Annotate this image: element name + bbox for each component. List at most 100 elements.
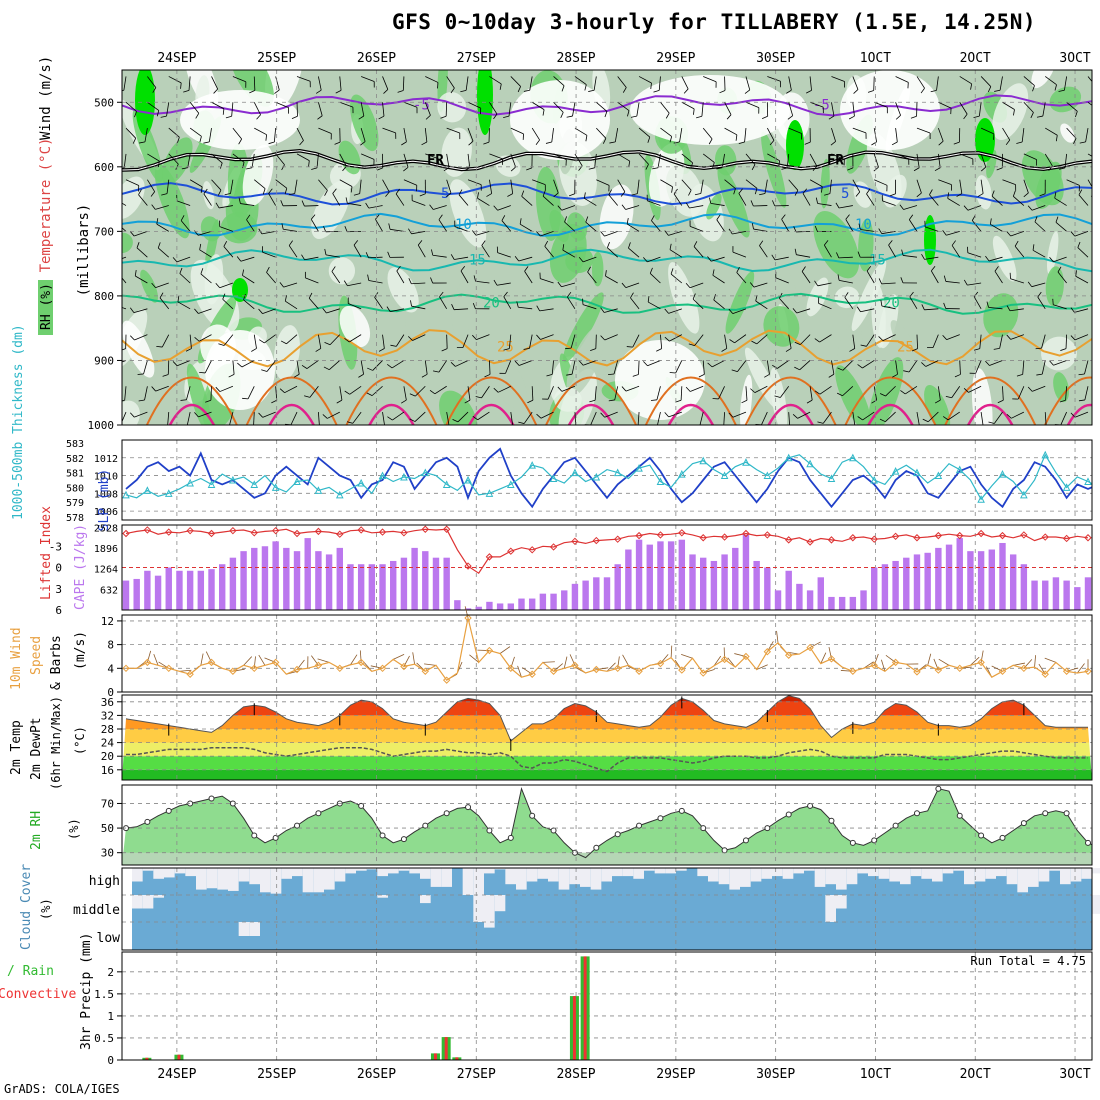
rh-region xyxy=(725,271,755,334)
cloud-clear-cell xyxy=(697,868,708,877)
wind-barb-flag xyxy=(116,216,118,222)
cloud-axis-unit: (%) xyxy=(39,898,53,920)
wind-barb xyxy=(916,334,918,349)
wind-barb xyxy=(553,76,565,86)
wind-barb-flag xyxy=(259,339,265,344)
wind-barb-flag xyxy=(632,426,638,428)
wind-barb-flag xyxy=(889,193,896,197)
rh-marker xyxy=(422,822,429,829)
wind-barb xyxy=(1021,128,1025,143)
rh-marker xyxy=(614,831,621,838)
wind-barb-flag xyxy=(602,138,607,144)
wind-barb xyxy=(866,334,875,347)
pressure-tick-label: 1000 xyxy=(88,419,115,432)
wind-barb-flag xyxy=(812,165,818,172)
wind-barb xyxy=(266,272,276,284)
wind-barb-flag xyxy=(1054,84,1057,91)
wind-barb xyxy=(734,334,747,344)
wind-barb xyxy=(844,297,854,310)
wind-barb xyxy=(852,76,859,90)
wind-barb-flag xyxy=(159,292,164,299)
wind-barb xyxy=(275,386,278,401)
wind-barb-flag xyxy=(429,389,436,395)
pressure-axis-label: (millibars) xyxy=(76,204,92,297)
cape-bar xyxy=(357,564,365,610)
wind-barb xyxy=(895,360,898,375)
wind-barb-flag xyxy=(645,164,649,170)
wind-barb-flag xyxy=(1016,141,1023,144)
wind-barb-10m xyxy=(243,656,253,666)
wind-barb xyxy=(122,307,127,310)
wind-barb xyxy=(604,411,618,418)
wind-barb-flag xyxy=(408,278,412,284)
wind-barb xyxy=(523,411,533,424)
wind-barb-flag xyxy=(493,279,498,286)
cloud-clear-cell xyxy=(910,868,922,877)
wind-barb xyxy=(945,281,960,284)
cloud-clear-cell xyxy=(334,868,346,882)
wind-barb-flag xyxy=(631,193,638,196)
wind-barb xyxy=(796,308,811,314)
wind-barb xyxy=(574,76,587,85)
wind-barb xyxy=(809,179,823,187)
wind-barb xyxy=(755,300,768,310)
wind-barb xyxy=(462,334,469,348)
wind-barb xyxy=(738,193,747,206)
wind-speed-marker xyxy=(250,664,258,673)
wind-barb-flag xyxy=(157,242,161,249)
thickness-marker xyxy=(613,468,622,477)
wind-barb xyxy=(831,127,836,142)
wind-barb-flag xyxy=(817,421,824,424)
wind-barb xyxy=(360,127,366,142)
temp-band xyxy=(122,769,1092,780)
rh2m-plot xyxy=(122,785,1092,865)
wind-barb xyxy=(454,226,469,232)
wind-barb xyxy=(980,127,995,135)
wind-axis-unit: (m/s) xyxy=(73,631,88,670)
wind-barb-flag xyxy=(669,243,672,250)
rh-region xyxy=(975,175,992,210)
wind-barb xyxy=(694,334,704,346)
wind-barb xyxy=(262,251,276,258)
wind-barb xyxy=(467,153,471,168)
wind-barb-10m xyxy=(350,654,358,665)
wind-barb-flag xyxy=(910,115,917,119)
wind-barb xyxy=(211,76,219,90)
wind-barb xyxy=(852,412,856,425)
wind-barb-flag xyxy=(299,140,304,146)
rh-marker xyxy=(978,832,985,839)
wind-barb-flag xyxy=(288,193,295,196)
wind-barb-flag xyxy=(180,399,187,401)
rh-region xyxy=(350,94,379,152)
thickness-marker xyxy=(1062,483,1071,491)
wind-barb xyxy=(937,127,944,142)
wind-barb xyxy=(1022,360,1025,375)
wind-barb xyxy=(368,280,383,284)
wind-barb-flag xyxy=(873,166,879,172)
wind-barb-flag xyxy=(519,218,522,225)
wind-barb-flag xyxy=(953,141,960,145)
wind-speed-marker xyxy=(1084,667,1092,675)
wind-barb xyxy=(477,197,490,206)
thickness-marker xyxy=(891,466,900,475)
cape-bar xyxy=(721,554,728,610)
wind-barb-flag xyxy=(989,218,992,225)
wind-barb xyxy=(711,256,725,262)
wind-barb xyxy=(286,334,298,345)
precip-conv-bar xyxy=(455,1057,459,1060)
wind-barb-flag xyxy=(934,167,941,172)
wind-barb xyxy=(745,386,748,401)
wind-speed-marker xyxy=(742,652,750,661)
thickness-marker xyxy=(934,471,943,480)
wind-speed-marker xyxy=(464,614,472,622)
wind-barb xyxy=(232,153,245,163)
wind-barb-flag xyxy=(367,274,370,281)
thickness-marker xyxy=(678,469,686,478)
wind-barb-10m xyxy=(776,630,779,643)
wind-barb xyxy=(1032,249,1046,258)
wind-barb-flag xyxy=(878,228,883,234)
panel-frame xyxy=(121,867,1093,951)
wind-barb xyxy=(532,179,546,186)
wind-barb xyxy=(134,334,148,341)
